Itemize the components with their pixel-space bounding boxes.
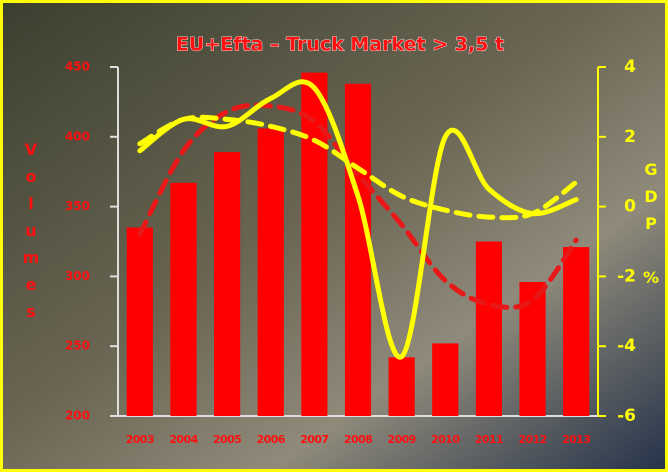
x-tick-label: 2007 xyxy=(300,433,328,446)
bar xyxy=(388,357,415,416)
line xyxy=(137,79,579,360)
chart-title: EU+Efta – Truck Market > 3,5 t xyxy=(176,34,504,56)
x-tick-label: 2013 xyxy=(562,433,590,446)
y-tick-label: 250 xyxy=(65,339,90,353)
y2-tick-label: -2 xyxy=(617,266,636,286)
y-tick-label: 450 xyxy=(65,60,90,74)
y-tick-label: 350 xyxy=(65,199,90,213)
y-tick-label: 200 xyxy=(65,409,90,423)
x-tick-label: 2011 xyxy=(475,433,503,446)
bar xyxy=(475,241,502,416)
x-tick-label: 2008 xyxy=(344,433,372,446)
trend-line xyxy=(137,102,579,310)
y2-axis-label: GDP % xyxy=(642,160,661,295)
y2-tick-label: 4 xyxy=(624,57,636,77)
x-tick-label: 2004 xyxy=(169,433,198,446)
x-tick-label: 2010 xyxy=(431,433,460,446)
x-tick-label: 2003 xyxy=(126,433,154,446)
bar xyxy=(126,227,153,416)
trend-line xyxy=(137,114,579,221)
bar xyxy=(344,83,372,416)
bar xyxy=(170,182,197,416)
x-tick-label: 2006 xyxy=(257,433,286,446)
bar xyxy=(432,343,459,416)
bar xyxy=(257,128,284,416)
y2-tick-label: 0 xyxy=(624,197,636,217)
y2-tick-label: -6 xyxy=(617,406,636,426)
y-axis-label: Volumes xyxy=(22,140,41,329)
bar xyxy=(214,152,241,416)
y2-tick-label: -4 xyxy=(617,336,636,356)
bar xyxy=(301,72,328,417)
x-tick-label: 2009 xyxy=(388,433,416,446)
bar xyxy=(519,281,546,416)
y-tick-label: 400 xyxy=(65,129,90,143)
y-tick-label: 300 xyxy=(65,269,90,283)
x-tick-label: 2005 xyxy=(213,433,241,446)
y2-tick-label: 2 xyxy=(624,127,636,147)
x-tick-label: 2012 xyxy=(518,433,546,446)
bar xyxy=(563,247,590,416)
